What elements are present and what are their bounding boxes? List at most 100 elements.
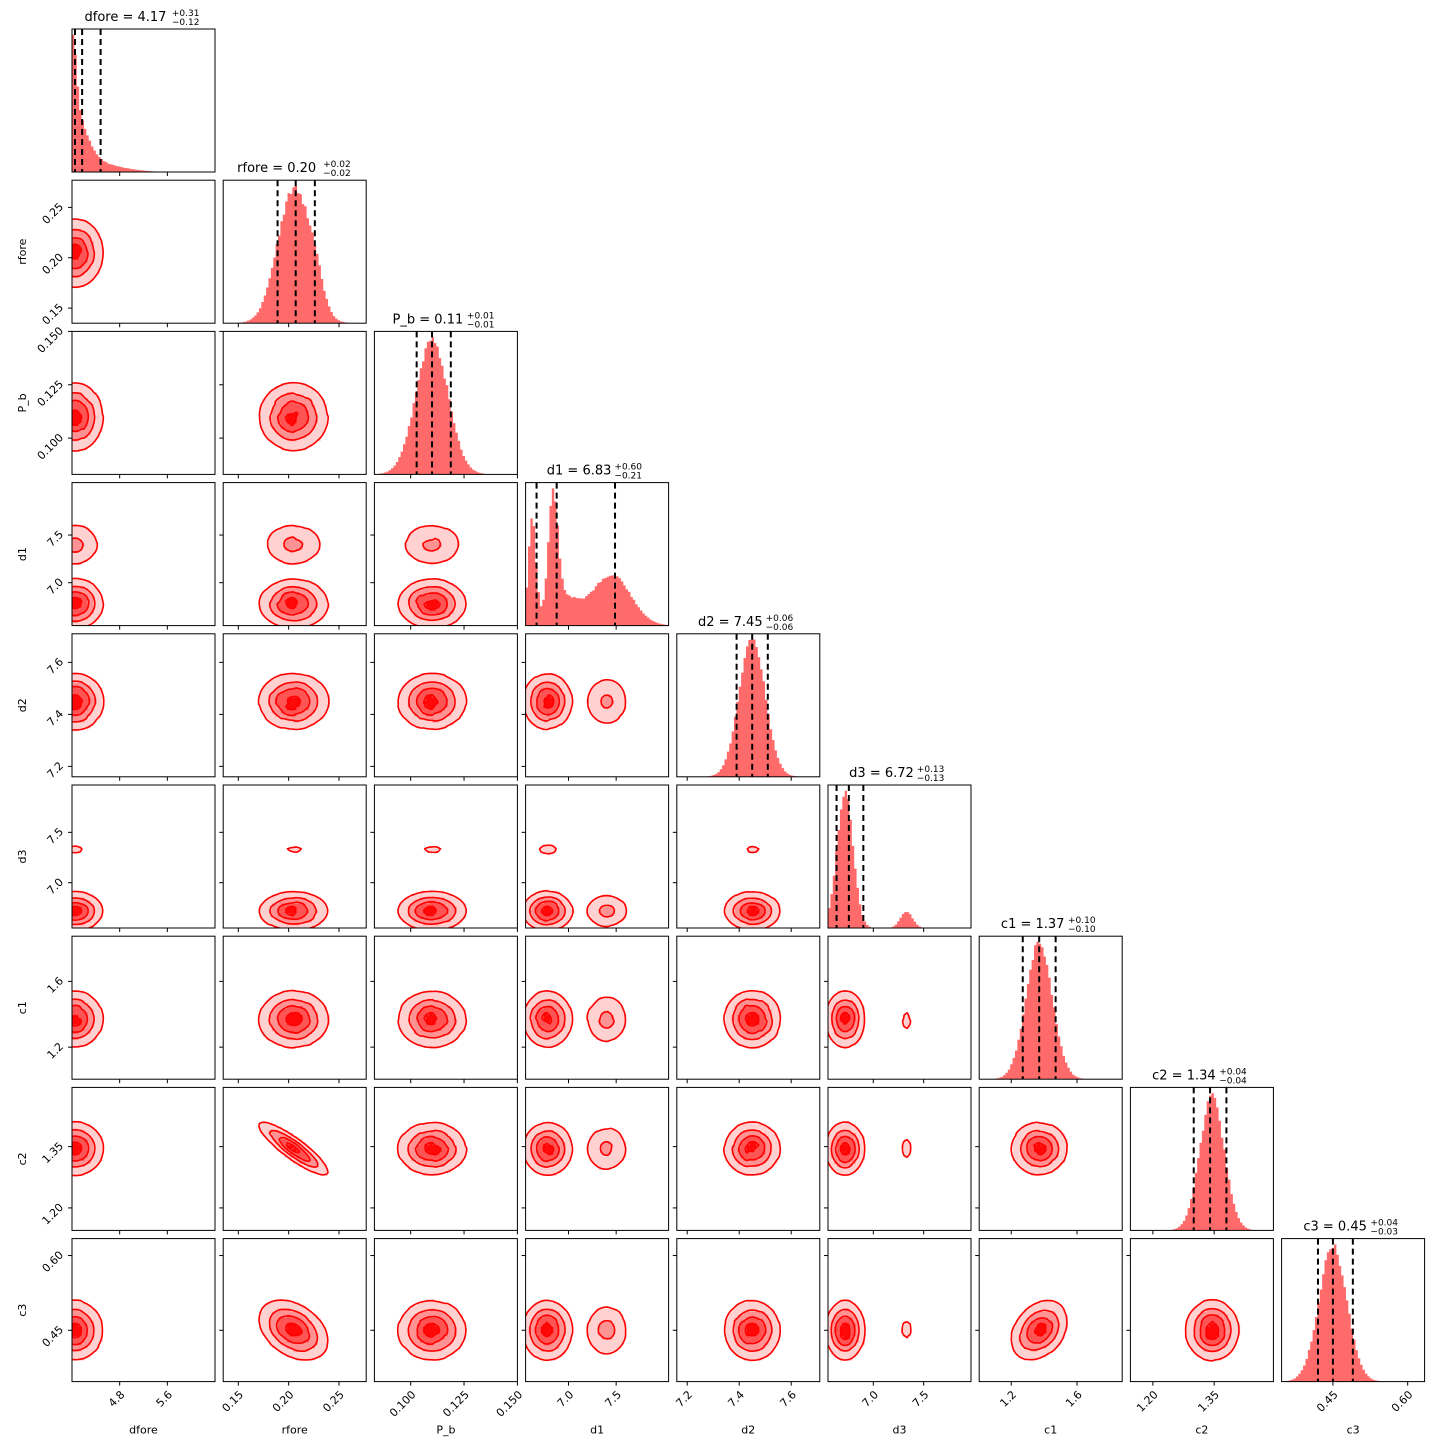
contour-line [72, 1004, 89, 1034]
contour-line [72, 399, 90, 433]
panel-frame [676, 935, 821, 1080]
y-tick-label-d3: 7.0 [45, 876, 67, 898]
contour-line [416, 1005, 449, 1033]
x-axis-label-c1: c1 [1044, 1424, 1057, 1437]
y-tick-label-d1: 7.5 [45, 528, 67, 550]
x-axis-label-dfore: dfore [129, 1424, 158, 1437]
y-tick-label-P_b: 0.100 [35, 431, 66, 462]
contour-line [423, 599, 441, 611]
x-tick-label-c3: 0.60 [1389, 1388, 1416, 1415]
title-c3: c3 = 0.45 [1303, 1220, 1367, 1235]
contour-fill [287, 1145, 297, 1152]
title-minus-c2: −0.04 [1219, 1076, 1247, 1086]
x-tick-label-c2: 1.35 [1195, 1388, 1222, 1415]
contour-fill [426, 1012, 436, 1025]
contour-line [257, 672, 330, 731]
contour-line [414, 1135, 450, 1162]
contour-line [424, 1141, 442, 1156]
joint-panel-rfore-P_b [219, 330, 367, 479]
joint-panel-dfore-d1: 7.0 7.5 d1 [16, 482, 216, 630]
panel-frame [373, 482, 518, 627]
contour-line [828, 1121, 912, 1176]
title-plus-d2: +0.06 [766, 614, 794, 624]
panel-frame [525, 482, 670, 627]
contour-line [397, 990, 468, 1049]
panel-frame [676, 633, 821, 778]
joint-panel-d3-c1 [824, 935, 972, 1084]
contour-line [529, 896, 616, 926]
panel-frame [676, 1238, 821, 1383]
x-tick-label-dfore: 4.8 [106, 1388, 128, 1410]
y-tick-label-c1: 1.6 [45, 974, 67, 996]
contour-fill [72, 1000, 94, 1040]
joint-panel-rfore-c3: 0.15 0.20 0.25 rfore [219, 1238, 367, 1437]
x-tick-label-c3: 0.45 [1314, 1388, 1341, 1415]
y-tick-label-rfore: 0.25 [40, 200, 67, 227]
contour-fill [72, 1130, 94, 1167]
contour-line [397, 845, 468, 928]
y-tick-label-rfore: 0.15 [40, 301, 67, 328]
y-tick-label-d2: 7.2 [45, 759, 67, 781]
contour-line [415, 592, 448, 616]
contour-fill [72, 1308, 94, 1352]
contour-line [258, 381, 329, 452]
contour-fill [72, 598, 82, 608]
contour-fill [72, 244, 82, 260]
contour-line [72, 1128, 96, 1168]
contour-fill [72, 694, 82, 711]
title-c1: c1 = 1.37 [1001, 917, 1065, 932]
histogram-P_b [374, 337, 518, 475]
joint-panel-d3-c3: 7.0 7.5 d3 [824, 1238, 972, 1437]
contour-line [72, 524, 105, 626]
x-axis-label-d1: d1 [590, 1424, 604, 1437]
contour-line [72, 672, 105, 731]
contour-line [543, 694, 555, 709]
x-tick-label-d1: 7.5 [602, 1388, 624, 1410]
histogram-d1 [525, 488, 669, 626]
y-axis-label-d1: d1 [16, 547, 29, 561]
x-tick-label-d3: 7.5 [910, 1388, 932, 1410]
y-tick-label-d1: 7.0 [45, 576, 67, 598]
contour-line [258, 846, 329, 928]
contour-fill [525, 1123, 627, 1176]
contour-line [407, 1129, 457, 1168]
contour-fill [426, 1142, 442, 1155]
joint-panel-d1-d3 [521, 784, 670, 932]
contour-line [268, 998, 319, 1041]
panel-frame [978, 935, 1123, 1080]
contour-line [746, 905, 760, 917]
contour-line [732, 1309, 773, 1352]
panel-frame [1281, 1238, 1426, 1383]
contour-line [285, 1011, 304, 1027]
x-tick-label-d2: 7.6 [777, 1388, 799, 1410]
contour-line [72, 236, 89, 270]
x-axis-label-d3: d3 [893, 1424, 907, 1437]
contour-line [423, 905, 437, 917]
contour-line [397, 524, 467, 626]
contour-line [284, 695, 302, 711]
contour-fill [72, 392, 94, 442]
contour-line [830, 1308, 860, 1352]
contour-line [72, 845, 104, 928]
contour-fill [525, 990, 627, 1047]
x-tick-label-P_b: 0.125 [440, 1388, 471, 1419]
contour-line [723, 989, 782, 1049]
y-tick-label-c2: 1.20 [40, 1201, 67, 1228]
panel-frame [222, 482, 367, 627]
contour-line [738, 1316, 767, 1345]
title-minus-d2: −0.06 [766, 623, 794, 633]
joint-panel-rfore-c1 [219, 935, 367, 1084]
x-tick-label-d3: 7.0 [860, 1388, 882, 1410]
contour-fill [287, 1012, 303, 1025]
y-axis-label-c3: c3 [16, 1304, 29, 1317]
contour-line [839, 1322, 851, 1341]
contour-line [723, 1299, 782, 1362]
contour-fill [72, 1015, 82, 1025]
joint-panel-P_b-c1 [370, 935, 518, 1084]
contour-line [744, 1011, 760, 1027]
x-tick-label-c2: 1.20 [1134, 1388, 1161, 1415]
contour-fill [528, 897, 615, 926]
contour-line [72, 685, 91, 717]
contour-line [535, 1135, 561, 1163]
contour-line [72, 897, 96, 926]
